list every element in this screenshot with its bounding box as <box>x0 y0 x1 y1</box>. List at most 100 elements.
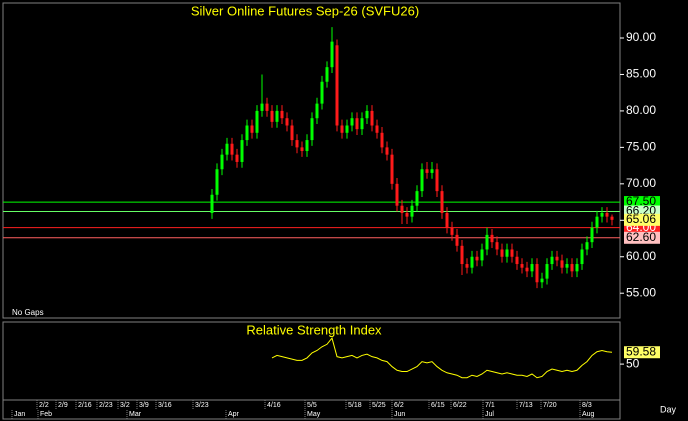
rsi-title: Relative Strength Index <box>246 322 382 337</box>
candle-body <box>445 213 449 228</box>
x-tick-label: 5/25 <box>372 402 386 409</box>
candle-body <box>285 118 289 126</box>
candle-body <box>325 67 329 82</box>
candle-body <box>335 45 339 126</box>
candle-body <box>395 183 399 206</box>
last-price-bg <box>624 213 660 226</box>
candle-body <box>360 118 364 130</box>
price-label-bg <box>624 231 660 244</box>
month-label: Aug <box>582 411 595 418</box>
candle-body <box>520 264 524 268</box>
candle-body <box>430 169 434 173</box>
x-tick-label: 5/18 <box>348 402 362 409</box>
candle-body <box>490 234 494 243</box>
x-tick-label: 6/22 <box>453 402 467 409</box>
candle-body <box>610 216 614 220</box>
candle-body <box>245 125 249 141</box>
candle-body <box>530 264 534 272</box>
candle-body <box>260 103 264 111</box>
candle-body <box>580 249 584 265</box>
candle-body <box>370 110 374 126</box>
last-rsi-bg <box>624 346 660 359</box>
y-tick-label: 60.00 <box>626 249 656 263</box>
month-label: Jul <box>485 411 494 418</box>
chart-title: Silver Online Futures Sep-26 (SVFU26) <box>191 3 419 18</box>
candle-body <box>250 125 254 133</box>
y-tick-label: 85.00 <box>626 67 656 81</box>
y-tick-label: 75.00 <box>626 140 656 154</box>
candle-body <box>590 227 594 243</box>
price-label: 62.60 <box>626 230 656 244</box>
candle-body <box>575 264 579 272</box>
candle-body <box>355 118 359 130</box>
candle-body <box>215 169 219 195</box>
candle-body <box>565 264 569 268</box>
candle-body <box>425 169 429 173</box>
x-tick-label: 2/23 <box>99 402 113 409</box>
last-rsi-label: 59.58 <box>626 344 656 358</box>
candle-body <box>600 213 604 217</box>
candle-body <box>450 227 454 235</box>
price-label: 67.50 <box>626 194 656 208</box>
month-label: Jan <box>14 411 25 418</box>
candle-body <box>365 110 369 119</box>
y-tick-label: 90.00 <box>626 30 656 44</box>
rsi-line <box>271 337 613 379</box>
candle-body <box>315 103 319 119</box>
x-tick-label: 6/2 <box>394 402 404 409</box>
candle-body <box>570 264 574 272</box>
y-tick-label: 50 <box>626 356 640 370</box>
candle-body <box>310 118 314 141</box>
month-label: Mar <box>129 411 142 418</box>
month-label: Jun <box>394 411 405 418</box>
candle-body <box>400 205 404 213</box>
candle-body <box>305 140 309 152</box>
month-label: May <box>307 411 321 418</box>
rsi-panel <box>2 321 621 401</box>
annotation: No Gaps <box>12 308 44 317</box>
candle-body <box>435 169 439 192</box>
x-tick-label: 8/3 <box>582 402 592 409</box>
candle-body <box>605 213 609 217</box>
candle-body <box>220 154 224 170</box>
candle-body <box>350 118 354 126</box>
candle-body <box>295 140 299 148</box>
candle-body <box>595 216 599 228</box>
x-tick-label: 2/16 <box>78 402 92 409</box>
candle-body <box>405 213 409 217</box>
candle-body <box>385 147 389 155</box>
candle-body <box>380 132 384 148</box>
candle-body <box>345 125 349 133</box>
candle-body <box>525 267 529 272</box>
candle-body <box>300 147 304 152</box>
x-tick-label: 2/9 <box>58 402 68 409</box>
candle-body <box>480 249 484 261</box>
candle-body <box>535 264 539 283</box>
candle-body <box>390 154 394 184</box>
candle-body <box>465 264 469 268</box>
candle-body <box>320 81 324 104</box>
candle-body <box>275 110 279 122</box>
candle-body <box>470 256 474 268</box>
candle-body <box>210 194 214 213</box>
candle-body <box>550 256 554 265</box>
x-tick-label: 3/16 <box>158 402 172 409</box>
candle-body <box>265 103 269 111</box>
month-label: Apr <box>228 411 240 418</box>
candle-body <box>375 125 379 133</box>
candle-body <box>235 154 239 162</box>
candle-body <box>585 242 589 250</box>
candle-body <box>340 125 344 133</box>
candle-body <box>420 169 424 192</box>
candle-body <box>255 110 259 133</box>
candle-body <box>230 143 234 155</box>
candle-body <box>545 264 549 279</box>
candle-body <box>485 234 489 250</box>
candle-body <box>290 125 294 141</box>
candle-body <box>225 143 229 155</box>
x-tick-label: 5/5 <box>307 402 317 409</box>
candle-body <box>560 260 564 268</box>
candle-body <box>475 256 479 261</box>
